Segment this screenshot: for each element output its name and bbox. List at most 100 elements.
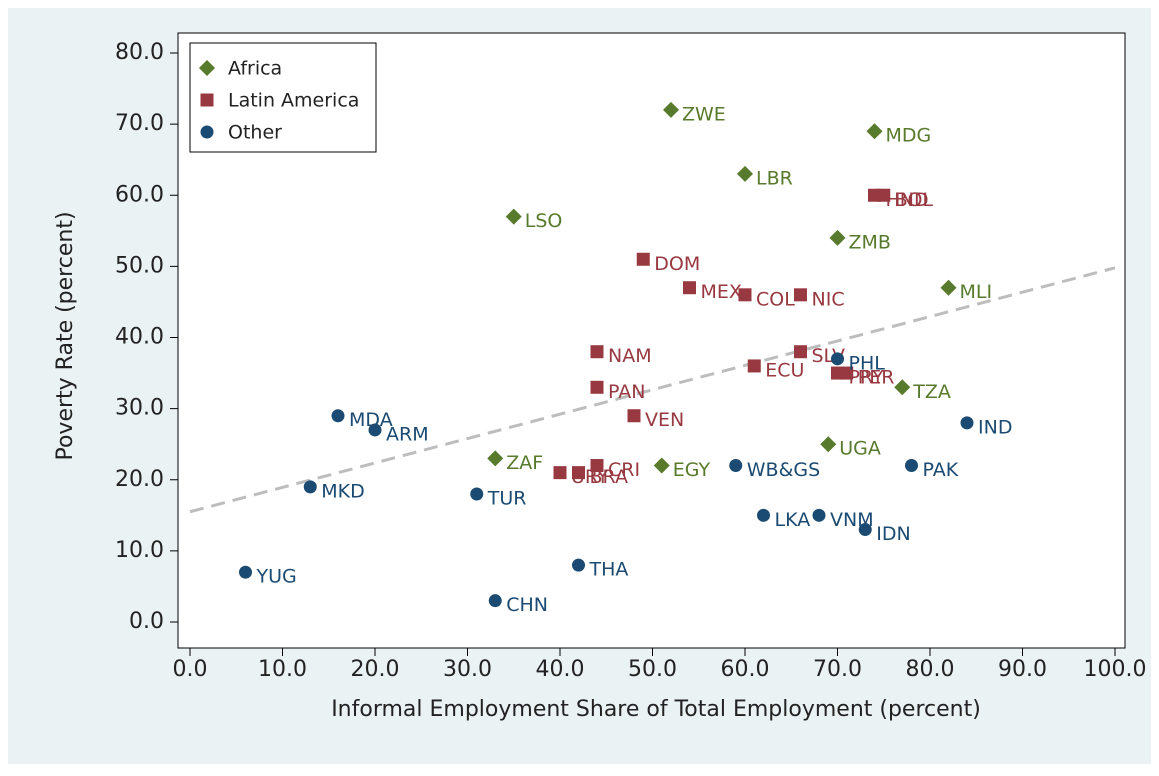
diamond-marker: [737, 165, 753, 182]
circle-marker: [331, 409, 345, 423]
y-tick-label: 10.0: [115, 538, 164, 563]
point-label: NAM: [608, 345, 652, 367]
circle-marker: [812, 508, 826, 522]
point-label: HND: [886, 189, 929, 211]
point-label: UGA: [839, 438, 881, 460]
point-label: IDN: [876, 523, 910, 545]
circle-marker: [858, 523, 872, 537]
circle-marker: [303, 480, 317, 494]
point-label: YUG: [256, 566, 297, 588]
fit-line: [189, 266, 1116, 514]
circle-marker: [200, 125, 214, 139]
square-marker: [553, 466, 567, 480]
square-marker: [590, 459, 604, 473]
point-label: WB&GS: [747, 459, 820, 481]
point-label: COL: [756, 288, 795, 310]
square-marker: [200, 93, 214, 107]
diamond-marker: [894, 379, 911, 396]
point-label: LBR: [756, 167, 793, 189]
y-axis-title: Poverty Rate (percent): [53, 211, 78, 460]
circle-marker: [729, 459, 743, 473]
point-label: LKA: [775, 509, 811, 531]
point-label: PAN: [608, 381, 645, 403]
legend-label: Africa: [228, 58, 282, 80]
point-label: PAK: [923, 459, 959, 481]
x-tick-label: 60.0: [721, 657, 770, 682]
x-tick-label: 100.0: [1084, 657, 1147, 682]
y-tick-label: 60.0: [115, 182, 164, 207]
square-marker: [683, 281, 696, 295]
point-label: PER: [858, 367, 895, 389]
x-tick-label: 30.0: [443, 657, 492, 682]
circle-marker: [905, 459, 918, 473]
point-label: TUR: [487, 487, 527, 509]
point-label: DOM: [654, 253, 700, 275]
diamond-marker: [487, 450, 504, 467]
point-label: EGY: [673, 459, 711, 481]
point-label: LSO: [525, 210, 563, 232]
point-label: ZMB: [849, 231, 891, 253]
x-tick-label: 50.0: [628, 657, 677, 682]
point-label: MKD: [321, 480, 364, 502]
legend-label: Other: [228, 122, 282, 144]
diamond-marker: [866, 123, 883, 140]
square-marker: [590, 380, 604, 394]
plot: 0.0 10.0 20.0 30.0 40.0 50.0 60.0 70.0 80.0 0.0 10…: [115, 40, 1146, 682]
x-tick-label: 90.0: [998, 657, 1047, 682]
point-label: TZA: [912, 381, 951, 403]
y-tick-label: 70.0: [115, 111, 164, 136]
square-marker: [877, 188, 891, 202]
point-label: MDA: [349, 409, 393, 431]
point-label: MDG: [886, 125, 932, 147]
point-label: MLI: [960, 281, 993, 303]
legend-label: Latin America: [228, 90, 359, 112]
diamond-marker: [820, 436, 837, 453]
point-label: ECU: [765, 359, 804, 381]
square-marker: [794, 345, 807, 359]
circle-marker: [239, 565, 252, 579]
point-label: ARM: [386, 423, 429, 445]
y-tick-label: 50.0: [115, 253, 164, 278]
circle-marker: [368, 423, 382, 437]
x-tick-label: 10.0: [258, 657, 307, 682]
circle-marker: [757, 508, 770, 522]
circle-marker: [488, 594, 502, 608]
legend-box: [189, 42, 377, 153]
legend: Africa Latin America Other: [189, 42, 377, 153]
point-label: PHL: [849, 352, 886, 374]
point-label: THA: [589, 559, 629, 581]
square-marker: [627, 409, 641, 423]
point-label: ZAF: [506, 452, 543, 474]
diamond-marker: [653, 457, 670, 474]
point-label: IND: [978, 416, 1012, 438]
y-tick-label: 30.0: [115, 396, 164, 421]
point-label: NIC: [812, 288, 845, 310]
x-tick-label: 70.0: [813, 657, 862, 682]
point-label: MEX: [701, 281, 742, 303]
x-tick-label: 0.0: [173, 657, 208, 682]
square-marker: [794, 288, 807, 302]
point-label: ZWE: [682, 103, 726, 125]
y-tick-label: 20.0: [115, 467, 164, 492]
diamond-marker: [663, 101, 679, 118]
point-label: BRA: [590, 466, 628, 488]
square-marker: [747, 359, 761, 373]
square-marker: [840, 366, 854, 380]
diamond-marker: [199, 60, 215, 76]
x-tick-label: 80.0: [906, 657, 955, 682]
diamond-marker: [940, 279, 957, 296]
x-axis-title: Informal Employment Share of Total Emplo…: [331, 697, 981, 722]
diamond-marker: [829, 229, 846, 246]
point-label: CHN: [506, 594, 548, 616]
y-tick-label: 40.0: [115, 325, 164, 350]
point-label: VEN: [645, 409, 684, 431]
point-label: PRY: [849, 367, 884, 389]
y-tick-label: 80.0: [115, 40, 164, 65]
y-tick-label: 0.0: [129, 609, 164, 634]
point-label: BOL: [895, 189, 934, 211]
circle-marker: [831, 352, 844, 366]
x-tick-label: 20.0: [351, 657, 400, 682]
square-marker: [636, 252, 650, 266]
